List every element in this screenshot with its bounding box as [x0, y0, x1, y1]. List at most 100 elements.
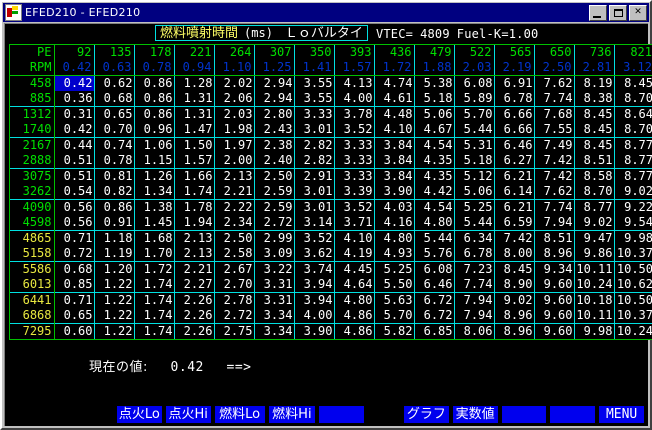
map-cell-6-4[interactable]: 2.13: [214, 168, 255, 184]
map-cell-1-4[interactable]: 2.06: [214, 91, 255, 107]
map-cell-0-8[interactable]: 4.74: [374, 75, 415, 91]
map-cell-6-7[interactable]: 3.33: [334, 168, 375, 184]
map-cell-12-8[interactable]: 5.25: [374, 261, 415, 277]
map-cell-16-7[interactable]: 4.86: [334, 323, 375, 340]
map-cell-4-1[interactable]: 0.74: [94, 137, 135, 153]
map-cell-15-1[interactable]: 1.22: [94, 308, 135, 324]
map-cell-5-12[interactable]: 7.42: [534, 153, 575, 169]
map-cell-1-1[interactable]: 0.68: [94, 91, 135, 107]
map-cell-7-2[interactable]: 1.34: [134, 184, 175, 200]
map-cell-0-10[interactable]: 6.08: [454, 75, 495, 91]
map-cell-11-1[interactable]: 1.19: [94, 246, 135, 262]
map-cell-9-2[interactable]: 1.45: [134, 215, 175, 231]
map-cell-10-7[interactable]: 4.10: [334, 230, 375, 246]
fuel-map-grid[interactable]: PE 92 135 178 221 264 307 350 393 436 479 522 565 65…: [9, 44, 652, 340]
map-cell-2-8[interactable]: 4.48: [374, 106, 415, 122]
map-cell-2-6[interactable]: 3.33: [294, 106, 335, 122]
map-cell-10-6[interactable]: 3.52: [294, 230, 335, 246]
map-cell-11-13[interactable]: 9.86: [574, 246, 615, 262]
map-cell-16-14[interactable]: 10.24: [614, 323, 652, 340]
map-cell-1-5[interactable]: 2.94: [254, 91, 295, 107]
map-cell-6-8[interactable]: 3.84: [374, 168, 415, 184]
map-cell-14-9[interactable]: 6.72: [414, 292, 455, 308]
map-cell-16-12[interactable]: 9.60: [534, 323, 575, 340]
map-cell-7-3[interactable]: 1.74: [174, 184, 215, 200]
map-cell-13-3[interactable]: 2.27: [174, 277, 215, 293]
map-cell-1-2[interactable]: 0.86: [134, 91, 175, 107]
map-cell-2-13[interactable]: 8.45: [574, 106, 615, 122]
map-cell-8-11[interactable]: 6.21: [494, 199, 535, 215]
map-cell-9-12[interactable]: 7.94: [534, 215, 575, 231]
maximize-button[interactable]: [609, 4, 627, 21]
map-cell-14-4[interactable]: 2.78: [214, 292, 255, 308]
pe-header-13[interactable]: 736: [574, 45, 615, 60]
map-cell-3-4[interactable]: 1.98: [214, 122, 255, 138]
map-cell-4-0[interactable]: 0.44: [54, 137, 95, 153]
function-button-9[interactable]: MENU: [599, 406, 645, 423]
map-cell-9-6[interactable]: 3.14: [294, 215, 335, 231]
map-cell-11-5[interactable]: 3.09: [254, 246, 295, 262]
map-cell-16-9[interactable]: 6.85: [414, 323, 455, 340]
map-cell-0-2[interactable]: 0.86: [134, 75, 175, 91]
map-cell-12-6[interactable]: 3.74: [294, 261, 335, 277]
map-cell-4-3[interactable]: 1.50: [174, 137, 215, 153]
map-cell-0-11[interactable]: 6.91: [494, 75, 535, 91]
map-cell-7-10[interactable]: 5.06: [454, 184, 495, 200]
map-cell-3-8[interactable]: 4.10: [374, 122, 415, 138]
map-cell-14-8[interactable]: 5.63: [374, 292, 415, 308]
pe-header-11[interactable]: 565: [494, 45, 535, 60]
function-button-4[interactable]: [319, 406, 364, 423]
map-cell-0-12[interactable]: 7.62: [534, 75, 575, 91]
map-cell-8-6[interactable]: 3.01: [294, 199, 335, 215]
map-cell-6-5[interactable]: 2.50: [254, 168, 295, 184]
map-cell-9-1[interactable]: 0.91: [94, 215, 135, 231]
map-cell-13-6[interactable]: 3.94: [294, 277, 335, 293]
map-cell-16-1[interactable]: 1.22: [94, 323, 135, 340]
pe-header-4[interactable]: 264: [214, 45, 255, 60]
map-cell-14-10[interactable]: 7.94: [454, 292, 495, 308]
map-cell-14-1[interactable]: 1.22: [94, 292, 135, 308]
map-cell-0-0[interactable]: 0.42: [54, 75, 95, 91]
map-cell-14-14[interactable]: 10.50: [614, 292, 652, 308]
map-cell-1-0[interactable]: 0.36: [54, 91, 95, 107]
map-cell-12-9[interactable]: 6.08: [414, 261, 455, 277]
map-cell-8-2[interactable]: 1.38: [134, 199, 175, 215]
map-cell-11-8[interactable]: 4.93: [374, 246, 415, 262]
map-cell-15-3[interactable]: 2.26: [174, 308, 215, 324]
map-cell-6-6[interactable]: 2.91: [294, 168, 335, 184]
pe-header-3[interactable]: 221: [174, 45, 215, 60]
function-button-6[interactable]: 実数値: [452, 406, 498, 423]
map-cell-13-8[interactable]: 5.50: [374, 277, 415, 293]
map-cell-1-11[interactable]: 6.78: [494, 91, 535, 107]
map-cell-4-2[interactable]: 1.06: [134, 137, 175, 153]
map-cell-13-0[interactable]: 0.85: [54, 277, 95, 293]
map-cell-11-12[interactable]: 8.96: [534, 246, 575, 262]
map-cell-5-1[interactable]: 0.78: [94, 153, 135, 169]
map-cell-3-14[interactable]: 8.70: [614, 122, 652, 138]
map-cell-10-1[interactable]: 1.18: [94, 230, 135, 246]
map-cell-5-13[interactable]: 8.51: [574, 153, 615, 169]
map-cell-13-13[interactable]: 10.24: [574, 277, 615, 293]
pe-header-12[interactable]: 650: [534, 45, 575, 60]
map-cell-15-12[interactable]: 9.60: [534, 308, 575, 324]
map-cell-16-11[interactable]: 8.96: [494, 323, 535, 340]
map-cell-1-6[interactable]: 3.55: [294, 91, 335, 107]
map-cell-6-14[interactable]: 8.77: [614, 168, 652, 184]
map-cell-0-6[interactable]: 3.55: [294, 75, 335, 91]
map-cell-3-0[interactable]: 0.42: [54, 122, 95, 138]
map-cell-6-2[interactable]: 1.26: [134, 168, 175, 184]
map-cell-3-11[interactable]: 6.66: [494, 122, 535, 138]
map-cell-5-10[interactable]: 5.18: [454, 153, 495, 169]
map-cell-12-13[interactable]: 10.11: [574, 261, 615, 277]
map-cell-2-4[interactable]: 2.03: [214, 106, 255, 122]
map-cell-16-10[interactable]: 8.06: [454, 323, 495, 340]
map-cell-13-14[interactable]: 10.62: [614, 277, 652, 293]
map-cell-0-7[interactable]: 4.13: [334, 75, 375, 91]
map-cell-8-10[interactable]: 5.25: [454, 199, 495, 215]
map-cell-8-1[interactable]: 0.86: [94, 199, 135, 215]
pe-header-8[interactable]: 436: [374, 45, 415, 60]
function-button-0[interactable]: 点火Lo: [117, 406, 162, 423]
map-cell-4-12[interactable]: 7.49: [534, 137, 575, 153]
map-cell-2-12[interactable]: 7.68: [534, 106, 575, 122]
map-cell-15-10[interactable]: 7.94: [454, 308, 495, 324]
